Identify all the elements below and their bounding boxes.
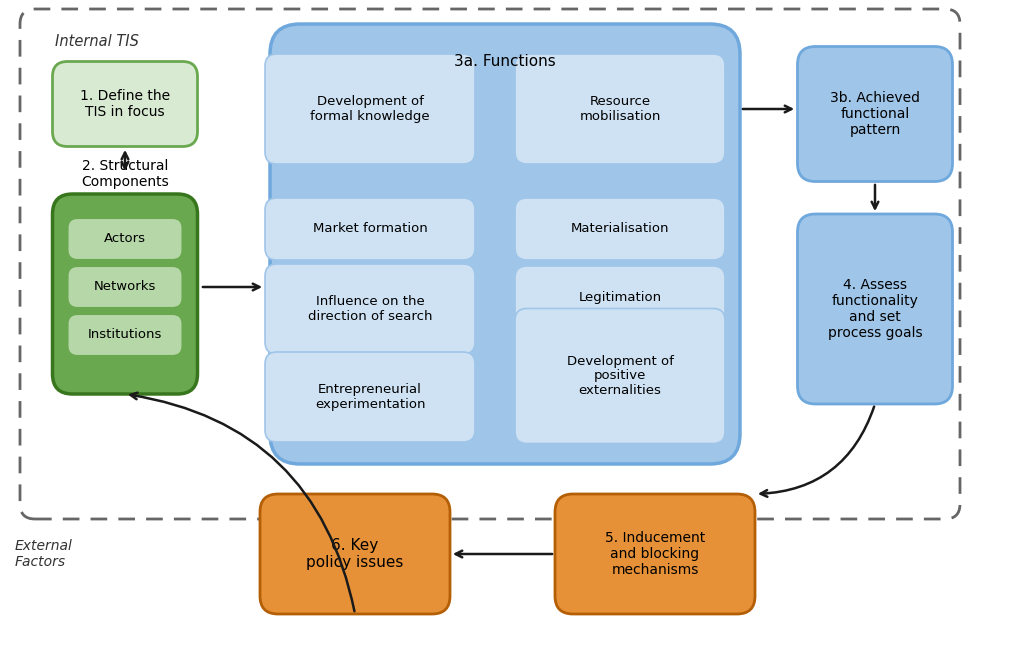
FancyBboxPatch shape bbox=[68, 218, 182, 260]
FancyBboxPatch shape bbox=[265, 54, 475, 164]
FancyBboxPatch shape bbox=[260, 494, 450, 614]
Text: Influence on the
direction of search: Influence on the direction of search bbox=[308, 295, 433, 323]
Text: Networks: Networks bbox=[94, 281, 157, 293]
FancyBboxPatch shape bbox=[68, 314, 182, 356]
Text: Institutions: Institutions bbox=[88, 328, 163, 341]
Text: External
Factors: External Factors bbox=[15, 539, 73, 569]
FancyBboxPatch shape bbox=[270, 24, 740, 464]
Text: 2. Structural
Components: 2. Structural Components bbox=[81, 159, 169, 189]
Text: Legitimation: Legitimation bbox=[578, 291, 662, 304]
FancyBboxPatch shape bbox=[20, 9, 960, 519]
FancyBboxPatch shape bbox=[265, 264, 475, 354]
Text: Development of
formal knowledge: Development of formal knowledge bbox=[310, 95, 430, 123]
Text: 3a. Functions: 3a. Functions bbox=[454, 55, 555, 69]
Text: 1. Define the
TIS in focus: 1. Define the TIS in focus bbox=[80, 89, 170, 119]
Text: Internal TIS: Internal TIS bbox=[55, 34, 139, 49]
Text: 6. Key
policy issues: 6. Key policy issues bbox=[306, 538, 404, 570]
FancyBboxPatch shape bbox=[515, 54, 725, 164]
FancyBboxPatch shape bbox=[555, 494, 755, 614]
FancyBboxPatch shape bbox=[265, 352, 475, 442]
Text: 5. Inducement
and blocking
mechanisms: 5. Inducement and blocking mechanisms bbox=[605, 530, 705, 577]
FancyBboxPatch shape bbox=[265, 198, 475, 260]
Text: Materialisation: Materialisation bbox=[571, 223, 669, 235]
FancyBboxPatch shape bbox=[515, 266, 725, 328]
Text: Development of
positive
externalities: Development of positive externalities bbox=[567, 355, 673, 397]
FancyBboxPatch shape bbox=[798, 214, 952, 404]
Text: Resource
mobilisation: Resource mobilisation bbox=[579, 95, 661, 123]
FancyBboxPatch shape bbox=[515, 198, 725, 260]
Text: Actors: Actors bbox=[104, 233, 146, 246]
Text: 3b. Achieved
functional
pattern: 3b. Achieved functional pattern bbox=[830, 91, 920, 137]
FancyBboxPatch shape bbox=[52, 61, 197, 146]
Text: 4. Assess
functionality
and set
process goals: 4. Assess functionality and set process … bbox=[828, 277, 923, 340]
FancyBboxPatch shape bbox=[52, 194, 197, 394]
FancyBboxPatch shape bbox=[515, 308, 725, 444]
FancyBboxPatch shape bbox=[798, 47, 952, 181]
Text: Entrepreneurial
experimentation: Entrepreneurial experimentation bbox=[315, 383, 426, 411]
Text: Market formation: Market formation bbox=[313, 223, 428, 235]
FancyBboxPatch shape bbox=[68, 266, 182, 308]
